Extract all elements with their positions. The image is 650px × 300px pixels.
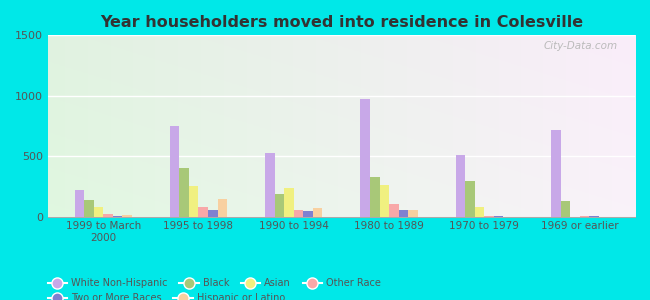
- Bar: [198, 208, 208, 217]
- Bar: [389, 205, 398, 217]
- Bar: [408, 210, 418, 217]
- Legend: Two or More Races, Hispanic or Latino: Two or More Races, Hispanic or Latino: [44, 290, 289, 300]
- Bar: [170, 126, 179, 217]
- Bar: [580, 216, 590, 217]
- Bar: [398, 210, 408, 217]
- Bar: [484, 216, 494, 217]
- Bar: [218, 199, 227, 217]
- Title: Year householders moved into residence in Colesville: Year householders moved into residence i…: [100, 15, 583, 30]
- Bar: [122, 215, 132, 217]
- Legend: White Non-Hispanic, Black, Asian, Other Race: White Non-Hispanic, Black, Asian, Other …: [44, 274, 385, 292]
- Bar: [465, 181, 475, 217]
- Bar: [179, 168, 189, 217]
- Bar: [189, 186, 198, 217]
- Bar: [590, 216, 599, 217]
- Bar: [208, 210, 218, 217]
- Bar: [275, 194, 284, 217]
- Bar: [112, 216, 122, 217]
- Bar: [84, 200, 94, 217]
- Bar: [75, 190, 84, 217]
- Bar: [284, 188, 294, 217]
- Bar: [361, 99, 370, 217]
- Text: City-Data.com: City-Data.com: [543, 41, 618, 51]
- Bar: [475, 208, 484, 217]
- Bar: [370, 177, 380, 217]
- Bar: [103, 214, 112, 217]
- Bar: [456, 155, 465, 217]
- Bar: [294, 210, 304, 217]
- Bar: [494, 216, 504, 217]
- Bar: [304, 211, 313, 217]
- Bar: [380, 184, 389, 217]
- Bar: [265, 152, 275, 217]
- Bar: [561, 201, 570, 217]
- Bar: [551, 130, 561, 217]
- Bar: [94, 208, 103, 217]
- Bar: [313, 208, 322, 217]
